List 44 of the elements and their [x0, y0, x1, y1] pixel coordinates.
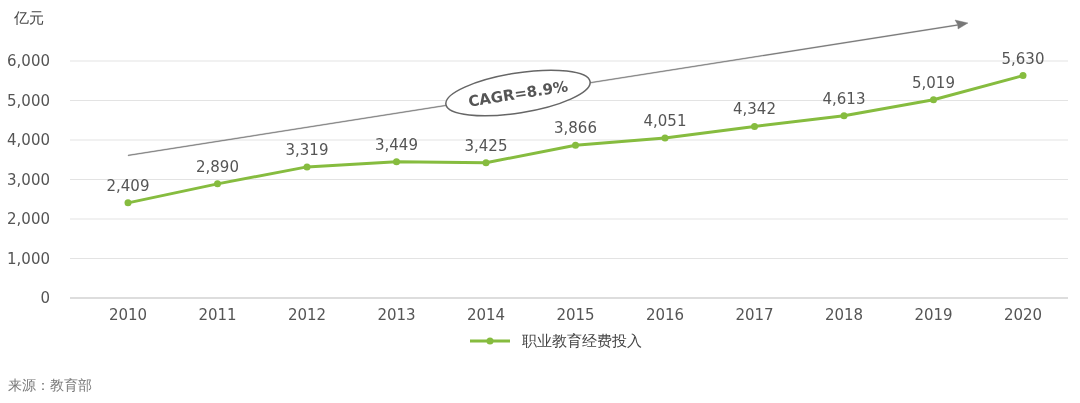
y-tick-label: 2,000 — [7, 210, 50, 228]
y-tick-label: 0 — [40, 289, 50, 307]
point — [303, 163, 311, 171]
data-label: 3,319 — [285, 140, 329, 159]
x-tick-label: 2015 — [556, 306, 595, 324]
point — [661, 134, 669, 142]
data-label: 3,449 — [375, 135, 418, 154]
data-label: 5,630 — [1001, 49, 1045, 68]
data-label: 2,409 — [106, 176, 150, 195]
point — [1019, 72, 1027, 80]
x-tick-label: 2016 — [645, 306, 685, 324]
data-label: 4,342 — [733, 100, 776, 119]
annotation: CAGR=8.9% — [467, 77, 570, 111]
x-tick-label: 2013 — [377, 306, 416, 324]
data-label: 3,425 — [464, 136, 508, 155]
y-tick-label: 1,000 — [7, 249, 50, 268]
y-tick-label: 4,000 — [7, 131, 50, 149]
y-tick-label: 6,000 — [7, 52, 50, 70]
point — [930, 96, 937, 104]
x-tick-label: 2010 — [108, 306, 148, 324]
x-tick-label: 2014 — [466, 306, 506, 324]
data-label: 4,051 — [643, 111, 687, 130]
x-tick-label: 2011 — [198, 306, 237, 324]
point — [751, 122, 758, 130]
data-label: 4,613 — [822, 89, 866, 108]
legend-label: 职业教育经费投入 — [522, 332, 642, 350]
point — [482, 159, 490, 167]
point — [393, 158, 400, 166]
y-tick-label: 3,000 — [7, 170, 50, 189]
point — [840, 112, 848, 120]
point — [214, 180, 221, 188]
x-tick-label: 2020 — [1003, 306, 1043, 324]
x-tick-label: 2012 — [287, 306, 327, 324]
point — [124, 199, 132, 207]
x-tick-label: 2017 — [735, 306, 774, 324]
y-tick-label: 5,000 — [7, 91, 50, 110]
x-tick-label: 2018 — [824, 306, 864, 324]
data-label: 2,890 — [196, 157, 239, 176]
y-axis-title: 亿元 — [13, 9, 44, 27]
source-note: 来源：教育部 — [8, 377, 92, 393]
data-label: 5,019 — [912, 73, 955, 92]
x-tick-label: 2019 — [914, 306, 953, 324]
point — [572, 141, 579, 149]
data-label: 3,866 — [554, 119, 597, 138]
